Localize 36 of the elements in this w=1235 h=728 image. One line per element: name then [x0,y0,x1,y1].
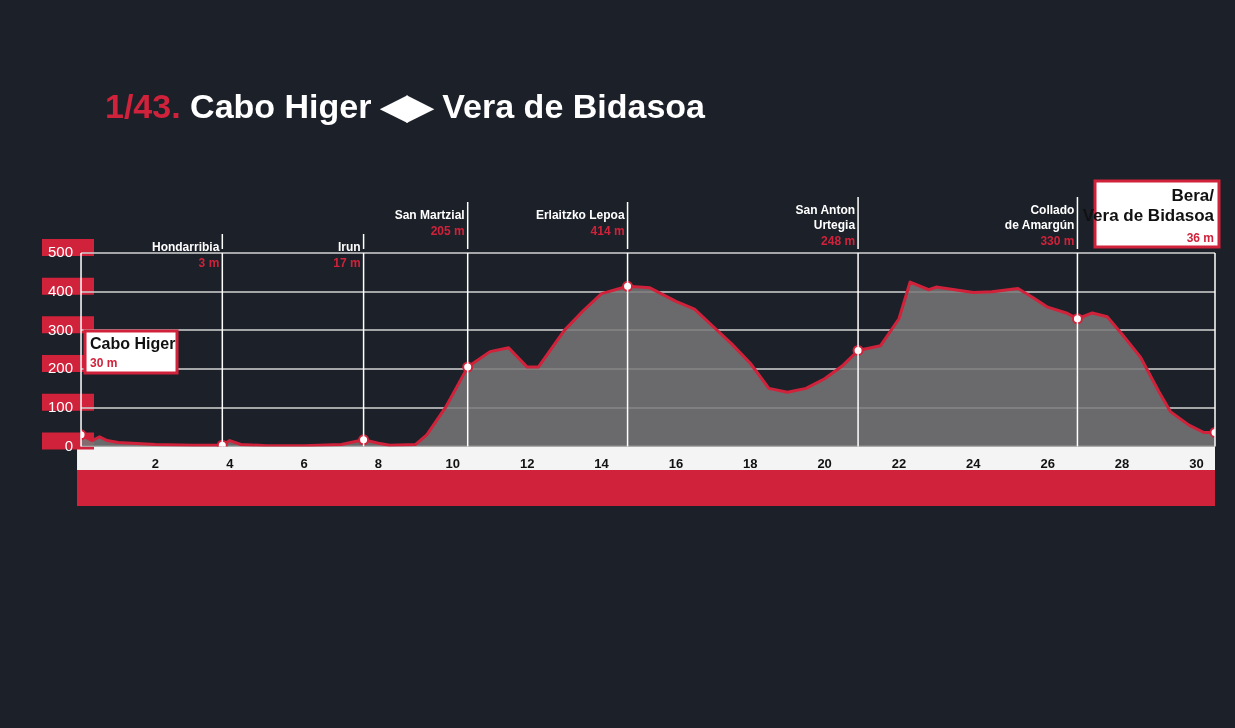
chart-title: 1/43. Cabo Higer ◀▶ Vera de Bidasoa [105,86,706,126]
x-tick-label: 6 [300,455,308,471]
ref-line-label: Hondarribia [151,240,220,254]
ref-line-label: Erlaitzko Lepoa [535,208,625,222]
ref-line-label: San Anton Urtegia [795,203,856,232]
x-tick-label: 16 [668,455,684,471]
x-tick-label: 28 [1114,455,1130,471]
x-tick-label: 2 [151,455,159,471]
y-tick-label: 500 [48,243,74,261]
text: 248 m [821,234,856,248]
text: 414 m [590,224,625,238]
annotation: 17 m [333,256,361,270]
x-tick-label: 24 [966,455,982,471]
annotation: 30 m [90,356,118,370]
ref-line-label: Collado de Amargún [1004,203,1075,232]
x-tick-label: 26 [1040,455,1055,471]
x-tick-label: 22 [891,455,907,471]
x-tick-label: 30 [1189,455,1204,471]
x-tick-label: 12 [519,455,535,471]
x-tick-label: 20 [817,455,832,471]
text: 36 m [1186,231,1214,245]
x-tick-label: 8 [374,455,383,471]
text: 205 m [430,224,465,238]
ref-line-label: Irun [337,240,361,254]
x-tick-label: 4 [226,455,235,471]
y-tick-label: 100 [48,397,74,415]
x-tick-label: 14 [594,455,610,471]
y-tick-label: 200 [48,359,74,377]
x-tick-label: 10 [445,455,461,471]
y-tick-label: 400 [48,281,74,299]
x-tick-label: 18 [743,455,758,471]
ref-line-label: San Martzial [394,208,465,222]
y-tick-label: 0 [64,436,74,454]
text: 330 m [1040,234,1075,248]
ref-line-label: Cabo Higer [90,335,176,352]
annotation: 3 m [198,256,220,270]
